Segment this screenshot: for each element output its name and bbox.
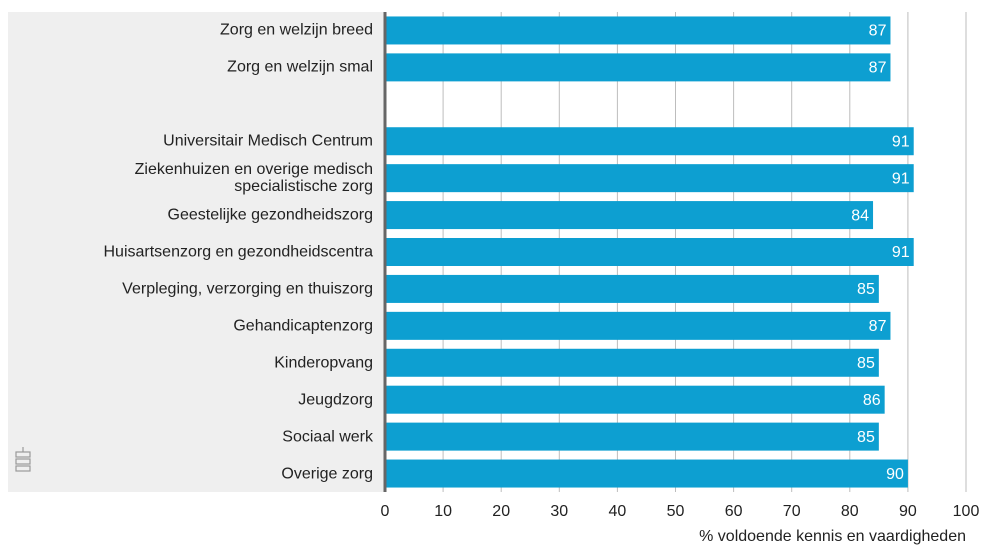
y-tick-label: Sociaal werk [282, 428, 373, 446]
value-label: 85 [857, 355, 875, 372]
value-label: 87 [869, 23, 887, 40]
x-tick-label: 20 [492, 503, 510, 520]
bar [385, 16, 891, 45]
y-tick-label: Overige zorg [281, 465, 373, 483]
y-tick-label: Ziekenhuizen en overige medisch speciali… [134, 161, 373, 196]
bar [385, 238, 914, 266]
x-tick-label: 30 [550, 503, 568, 520]
value-label: 90 [886, 466, 904, 483]
x-axis-title: % voldoende kennis en vaardigheden [699, 528, 966, 545]
value-label: 87 [869, 318, 887, 335]
y-tick-label: Jeugdzorg [298, 391, 373, 409]
y-tick-label: Huisartsenzorg en gezondheidscentra [103, 243, 374, 261]
value-label: 91 [892, 133, 910, 150]
y-tick-label: Kinderopvang [274, 354, 373, 372]
x-tick-label: 10 [434, 503, 452, 520]
bar [385, 422, 879, 451]
y-tick-label: Verpleging, verzorging en thuiszorg [122, 280, 373, 298]
x-tick-label: 50 [667, 503, 685, 520]
x-tick-label: 80 [841, 503, 859, 520]
x-tick-label: 70 [783, 503, 801, 520]
value-label: 84 [851, 207, 869, 224]
bar [385, 164, 914, 193]
y-tick-label: Zorg en welzijn breed [220, 21, 373, 39]
y-tick-label: Gehandicaptenzorg [233, 317, 373, 335]
y-tick-label: Geestelijke gezondheidszorg [167, 206, 373, 224]
x-tick-label: 90 [899, 503, 917, 520]
value-label: 91 [892, 170, 910, 187]
y-tick-label: Universitair Medisch Centrum [163, 132, 373, 150]
bar [385, 53, 891, 82]
bar [385, 348, 879, 377]
value-label: 87 [869, 60, 887, 77]
y-tick-label: Zorg en welzijn smal [227, 58, 373, 76]
label-panel [8, 12, 385, 492]
bar [385, 311, 891, 340]
bar [385, 385, 885, 414]
value-label: 86 [863, 392, 881, 409]
bar [385, 127, 914, 156]
value-label: 85 [857, 281, 875, 298]
bar [385, 459, 908, 488]
x-tick-label: 0 [381, 503, 390, 520]
value-label: 85 [857, 429, 875, 446]
x-tick-label: 40 [609, 503, 627, 520]
x-tick-label: 100 [953, 503, 980, 520]
x-tick-label: 60 [725, 503, 743, 520]
bar [385, 274, 879, 303]
logo [15, 447, 31, 472]
bar [385, 201, 874, 230]
value-label: 91 [892, 244, 910, 261]
